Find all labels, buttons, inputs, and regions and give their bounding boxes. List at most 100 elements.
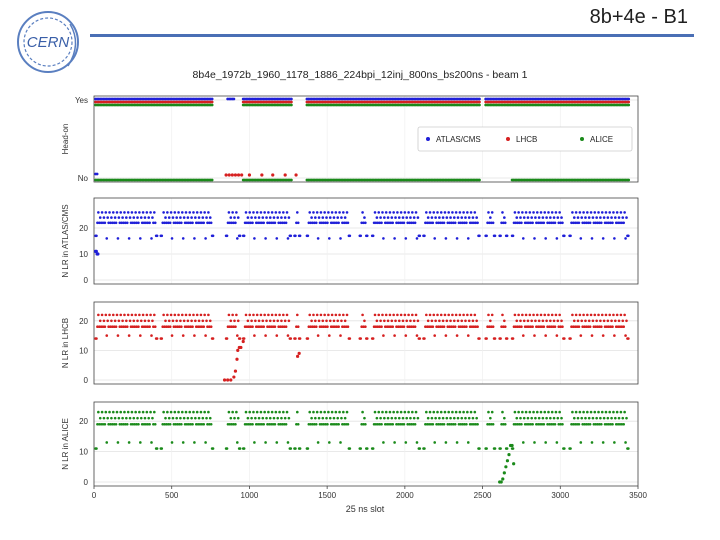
data-point [525,325,529,329]
data-point [383,325,387,329]
data-point [488,325,491,329]
data-point [558,211,561,214]
data-point [380,325,383,329]
data-point [130,313,134,317]
data-point [409,216,412,219]
data-point [265,416,268,420]
y-tick-label: 10 [79,346,88,355]
data-point [615,211,619,214]
data-point [586,325,590,329]
data-point [168,325,172,329]
data-point [323,313,326,317]
data-point [375,416,379,420]
data-point [384,211,388,214]
data-point [113,319,117,323]
data-point [238,447,242,450]
data-point [429,422,433,426]
data-point [574,211,578,214]
data-point [516,422,519,426]
data-point [140,325,144,329]
data-point [262,221,266,225]
data-point [285,313,289,317]
data-point [344,325,348,329]
data-point [614,325,618,329]
data-point [478,447,481,450]
x-tick-label: 2000 [396,491,414,500]
data-point [204,237,207,240]
data-point [307,325,311,329]
data-point [559,325,562,329]
data-point [515,319,519,323]
data-point [125,422,129,426]
data-point [310,216,313,219]
data-point [451,211,454,214]
data-point [468,221,472,225]
data-point [134,410,137,414]
data-point [411,325,415,329]
data-point [607,325,611,329]
data-point [254,216,257,219]
data-point [231,410,234,414]
data-point [428,410,432,414]
data-point [399,211,403,214]
data-point [263,410,266,414]
data-point [229,378,233,382]
data-point [476,422,479,426]
data-point [144,422,148,426]
data-point [227,211,231,214]
data-point [276,319,280,323]
data-point [179,319,182,323]
data-point [451,313,454,317]
data-point [235,211,238,214]
data-point [589,313,593,317]
data-point [604,211,608,214]
data-point [282,410,285,414]
data-point [467,216,471,219]
data-point [245,221,249,225]
data-point [435,325,438,329]
data-point [539,211,543,214]
data-point [187,422,191,426]
data-point [606,416,610,420]
data-point [466,211,469,214]
data-point [106,216,109,219]
data-point [553,325,557,329]
data-point [598,325,601,329]
data-point [328,216,332,219]
data-point [113,216,117,219]
data-point [401,416,405,420]
data-point [511,337,515,340]
data-point [325,416,328,420]
data-point [385,221,389,225]
data-point [273,325,277,329]
data-point [522,416,526,420]
data-point [540,221,544,225]
data-point [107,422,110,426]
data-point [247,422,251,426]
data-point [287,216,291,219]
data-point [434,216,437,219]
legend-box [417,126,633,152]
data-point [255,313,259,317]
data-point [404,441,408,444]
data-point [364,221,367,225]
data-point [596,422,599,426]
data-point [618,221,622,225]
data-point [155,447,159,450]
data-point [345,313,349,317]
data-point [205,216,208,219]
data-point [441,319,445,323]
data-point [306,337,310,340]
data-point [597,211,600,214]
data-point [289,97,293,101]
data-point [197,319,201,323]
data-point [252,410,255,414]
y-axis-label: N LR in LHCB [61,318,70,368]
data-point [501,477,505,481]
data-point [319,313,323,317]
data-point [397,325,400,329]
data-point [555,237,559,240]
data-point [103,422,107,426]
data-point [257,319,261,323]
